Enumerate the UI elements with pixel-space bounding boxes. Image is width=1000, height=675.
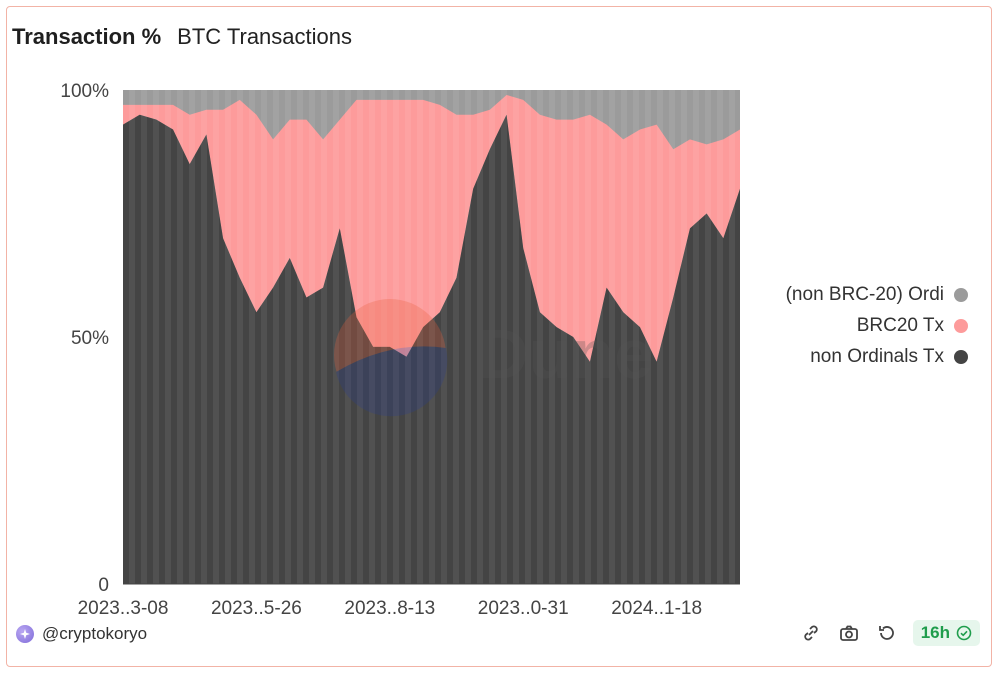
chart-header: Transaction % BTC Transactions <box>12 24 352 50</box>
x-tick-label: 2023..8-13 <box>344 598 435 619</box>
legend-label-non-ordinals: non Ordinals Tx <box>810 346 944 367</box>
x-tick-label: 2023..5-26 <box>211 598 302 619</box>
legend-item-non-ordinals[interactable]: non Ordinals Tx <box>810 346 968 368</box>
author-link[interactable]: @cryptokoryo <box>16 624 147 644</box>
chart-title: Transaction % <box>12 24 162 49</box>
legend-label-brc20: BRC20 Tx <box>856 315 944 336</box>
legend-item-ordi[interactable]: (non BRC-20) Ordi <box>786 284 968 306</box>
legend-label-ordi: (non BRC-20) Ordi <box>785 284 944 305</box>
author-avatar-icon <box>16 625 34 643</box>
chart-toolbar: 16h <box>799 620 980 646</box>
embed-link-icon[interactable] <box>799 621 823 645</box>
legend-dot-brc20 <box>954 319 968 333</box>
freshness-badge[interactable]: 16h <box>912 620 980 646</box>
chart-subtitle: BTC Transactions <box>177 24 352 49</box>
x-tick-label: 2023..0-31 <box>478 598 569 619</box>
dune-watermark: Dune <box>334 299 653 417</box>
watermark-text: Dune <box>478 315 653 393</box>
freshness-text: 16h <box>920 623 950 642</box>
author-name: @cryptokoryo <box>42 624 148 643</box>
series-area-brc20 <box>123 94 740 362</box>
x-tick-label: 2024..1-18 <box>611 598 702 619</box>
stripe-texture <box>129 90 735 584</box>
x-tick-label: 2023..3-08 <box>78 598 169 619</box>
y-tick-label: 100% <box>60 81 109 102</box>
camera-icon[interactable] <box>837 621 861 645</box>
series-area-non-ordinals <box>123 114 740 584</box>
legend-dot-ordi <box>954 288 968 302</box>
legend-item-brc20[interactable]: BRC20 Tx <box>857 315 968 337</box>
check-circle-icon <box>956 625 972 641</box>
y-tick-label: 50% <box>71 328 109 349</box>
dune-logo-icon <box>334 299 446 411</box>
legend: (non BRC-20) Ordi BRC20 Tx non Ordinals … <box>786 284 968 368</box>
legend-dot-non-ordinals <box>954 350 968 364</box>
refresh-icon[interactable] <box>875 621 899 645</box>
y-tick-label: 0 <box>98 575 109 596</box>
